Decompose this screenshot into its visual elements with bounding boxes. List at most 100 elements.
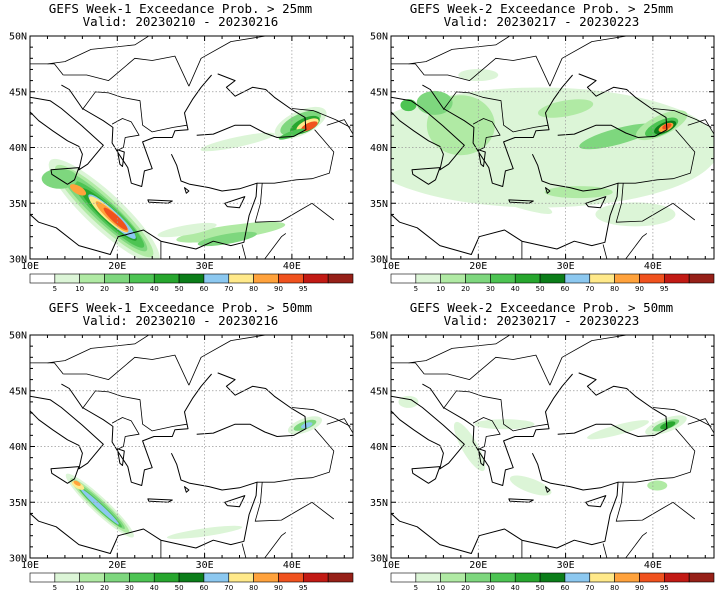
colorbar-swatch xyxy=(539,572,566,583)
colorbar-label: 95 xyxy=(660,285,669,293)
colorbar-label: 60 xyxy=(199,285,208,293)
colorbar-swatch xyxy=(327,572,354,583)
island xyxy=(50,466,80,484)
gridlines xyxy=(391,335,714,558)
panel-title: GEFS Week-2 Exceedance Prob. > 25mm xyxy=(409,1,674,16)
colorbar-swatch xyxy=(639,273,665,284)
colorbar-swatch xyxy=(514,572,541,583)
colorbar-swatch xyxy=(153,572,180,583)
lat-label: 40N xyxy=(9,143,27,154)
colorbar-swatch xyxy=(54,273,80,284)
colorbar-swatch xyxy=(79,273,105,284)
lon-label: 10E xyxy=(382,261,400,272)
colorbar-swatch xyxy=(153,273,180,284)
colorbar-label: 80 xyxy=(249,285,258,293)
colorbar-label: 5 xyxy=(414,285,418,293)
country-border xyxy=(472,118,501,152)
lat-label: 30N xyxy=(370,554,388,565)
gridlines xyxy=(30,335,353,558)
lon-label: 20E xyxy=(469,560,487,571)
colorbar-swatch xyxy=(465,273,491,284)
colorbar-swatch xyxy=(228,572,254,583)
colorbar-label: 90 xyxy=(635,584,644,592)
colorbar-label: 70 xyxy=(224,584,233,592)
precip-contour xyxy=(660,421,676,430)
precip-contour xyxy=(453,421,486,472)
colorbar-label: 30 xyxy=(125,285,134,293)
coastline xyxy=(391,153,619,255)
country-border xyxy=(424,55,551,87)
colorbar-label: 60 xyxy=(560,584,569,592)
country-border xyxy=(47,36,150,65)
panel-week1-50mm: GEFS Week-1 Exceedance Prob. > 50mm Vali… xyxy=(0,299,361,598)
country-border xyxy=(291,407,351,427)
colorbar-swatch xyxy=(303,273,329,284)
panel-title: GEFS Week-1 Exceedance Prob. > 50mm xyxy=(48,300,313,315)
gridlines xyxy=(391,36,714,259)
country-border xyxy=(82,390,188,432)
colorbar-swatch xyxy=(639,572,665,583)
country-border xyxy=(111,417,140,451)
coastlines xyxy=(391,335,714,558)
lat-label: 45N xyxy=(370,87,388,98)
colorbar-label: 10 xyxy=(75,285,84,293)
colorbar-label: 50 xyxy=(175,584,184,592)
panel-valid-dates: Valid: 20230217 - 20230223 xyxy=(443,14,640,29)
precip-field xyxy=(65,416,323,539)
lon-label: 40E xyxy=(644,560,662,571)
country-border xyxy=(687,119,714,135)
country-border xyxy=(63,55,190,87)
country-border xyxy=(291,108,351,128)
country-border xyxy=(602,233,648,259)
island xyxy=(50,167,80,185)
colorbar-swatch xyxy=(54,572,80,583)
country-border xyxy=(391,241,523,259)
country-border xyxy=(391,63,425,76)
panel-valid-dates: Valid: 20230217 - 20230223 xyxy=(443,313,640,328)
lon-label: 30E xyxy=(557,261,575,272)
country-border xyxy=(188,36,266,87)
lon-label: 40E xyxy=(283,261,301,272)
precip-contour xyxy=(80,488,119,525)
lat-label: 35N xyxy=(9,498,27,509)
country-border xyxy=(549,335,627,386)
colorbar-label: 80 xyxy=(610,285,619,293)
colorbar-swatch xyxy=(564,273,591,284)
island xyxy=(545,187,551,194)
precip-contour xyxy=(73,480,81,486)
precip-contour xyxy=(157,222,217,238)
colorbar-swatch xyxy=(327,273,354,284)
colorbar-label: 50 xyxy=(536,584,545,592)
colorbar: 5 10 20 30 40 50 60 70 80 90 95 xyxy=(29,273,354,293)
country-border xyxy=(602,532,648,558)
colorbar-swatch xyxy=(390,572,417,583)
lat-label: 50N xyxy=(370,331,388,342)
island xyxy=(116,448,125,466)
country-border xyxy=(257,129,335,184)
colorbar-swatch xyxy=(564,572,591,583)
precip-contour xyxy=(474,419,535,430)
colorbar-swatch xyxy=(614,273,640,284)
lon-label: 40E xyxy=(644,261,662,272)
colorbar-label: 40 xyxy=(511,584,520,592)
precip-contour xyxy=(595,202,676,227)
colorbar-swatch xyxy=(79,572,105,583)
coastline xyxy=(391,452,619,554)
panel-valid-dates: Valid: 20230210 - 20230216 xyxy=(82,313,279,328)
lat-label: 45N xyxy=(9,87,27,98)
colorbar-label: 80 xyxy=(610,584,619,592)
colorbar-swatch xyxy=(688,273,715,284)
colorbar-label: 5 xyxy=(53,584,57,592)
colorbar-label: 20 xyxy=(461,584,470,592)
precip-contour xyxy=(587,420,649,440)
lon-label: 30E xyxy=(557,560,575,571)
colorbar-swatch xyxy=(490,572,516,583)
country-border xyxy=(549,36,627,87)
colorbar-swatch xyxy=(688,572,715,583)
colorbar-swatch xyxy=(614,572,640,583)
colorbar-label: 10 xyxy=(436,584,445,592)
colorbar-swatch xyxy=(29,572,56,583)
island xyxy=(224,495,246,508)
colorbar-label: 95 xyxy=(660,584,669,592)
